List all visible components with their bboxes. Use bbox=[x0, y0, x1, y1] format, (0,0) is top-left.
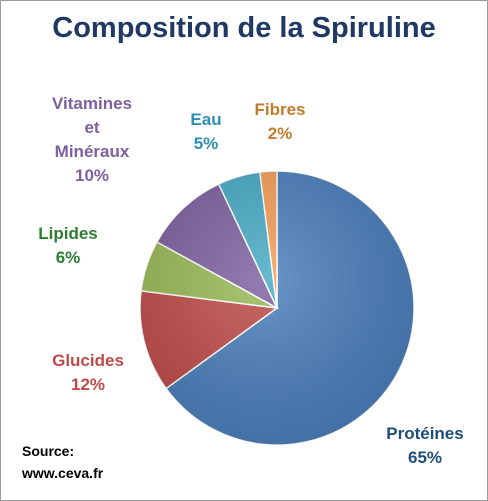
source-note: Source: www.ceva.fr bbox=[22, 440, 103, 484]
label-glucides: Glucides 12% bbox=[30, 349, 146, 397]
label-lipides-value: 6% bbox=[55, 248, 81, 267]
label-eau-name: Eau bbox=[190, 110, 222, 129]
label-fibres-name: Fibres bbox=[254, 100, 306, 119]
source-url: www.ceva.fr bbox=[22, 465, 104, 481]
source-label: Source: bbox=[22, 443, 75, 459]
label-fibres: Fibres 2% bbox=[242, 98, 318, 146]
label-glucides-value: 12% bbox=[70, 375, 106, 394]
label-lipides-name: Lipides bbox=[38, 224, 98, 243]
label-fibres-value: 2% bbox=[267, 124, 293, 143]
label-vitamines-value: 10% bbox=[74, 166, 110, 185]
label-proteines-name: Protéines bbox=[386, 424, 464, 443]
label-glucides-name: Glucides bbox=[52, 351, 124, 370]
label-vitamines-name-3: Minéraux bbox=[54, 142, 130, 161]
chart-title: Composition de la Spiruline bbox=[52, 12, 436, 44]
label-eau-value: 5% bbox=[193, 134, 219, 153]
label-vitamines-name-1: Vitamines bbox=[51, 94, 132, 113]
label-vitamines-mineraux: Vitamines et Minéraux 10% bbox=[36, 92, 148, 188]
label-vitamines-name-2: et bbox=[84, 118, 100, 137]
label-eau: Eau 5% bbox=[176, 108, 236, 156]
label-proteines-value: 65% bbox=[407, 448, 443, 467]
label-proteines: Protéines 65% bbox=[372, 422, 478, 470]
label-lipides: Lipides 6% bbox=[20, 222, 116, 270]
